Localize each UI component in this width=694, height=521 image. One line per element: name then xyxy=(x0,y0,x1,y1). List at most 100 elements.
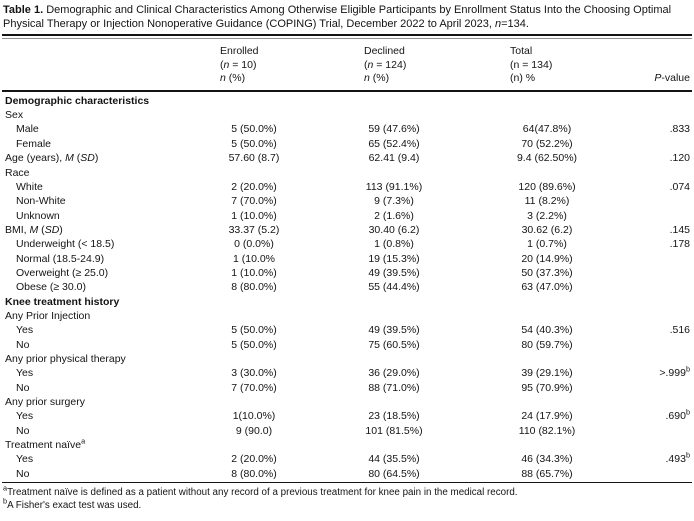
table-row: No 8 (80.0%) 80 (64.5%) 88 (65.7%) xyxy=(2,467,692,481)
table-row: Age (years), M (SD) 57.60 (8.7) 62.41 (9.4… xyxy=(2,151,692,165)
row-label: Yes xyxy=(16,410,34,423)
cell-total: 120 (89.6%) xyxy=(518,180,576,193)
cell-total: 11 (8.2%) xyxy=(524,195,570,208)
cell-total xyxy=(478,395,616,409)
cell-declined xyxy=(310,309,478,323)
cell-declined: 59 (47.6%) xyxy=(368,123,420,136)
table-title: Table 1. Demographic and Clinical Charac… xyxy=(3,4,692,31)
table-row: Overweight (≥ 25.0) 1 (10.0%) 49 (39.5%) 50… xyxy=(2,266,692,280)
cell-enrolled: 2 (20.0%) xyxy=(231,453,277,466)
cell-pvalue xyxy=(616,381,692,395)
cell-pvalue xyxy=(616,309,692,323)
cell-pvalue: .690b xyxy=(665,407,691,423)
cell-pvalue xyxy=(616,108,692,122)
header-rule xyxy=(2,89,692,92)
cell-pvalue xyxy=(616,209,692,223)
cell-total xyxy=(478,438,616,452)
row-label: Obese (≥ 30.0) xyxy=(16,281,86,294)
footnotes: aTreatment naïve is defined as a patient… xyxy=(3,485,692,512)
col-header-line: (n = 10) xyxy=(220,58,257,71)
cell-enrolled xyxy=(198,295,310,309)
row-label: Female xyxy=(16,137,52,150)
col-header-line: (n = 134) xyxy=(510,58,553,71)
cell-declined xyxy=(310,295,478,309)
footnote-b-marker: b xyxy=(3,496,8,506)
cell-pvalue: .516 xyxy=(669,324,690,337)
row-label: Overweight (≥ 25.0) xyxy=(16,266,109,279)
row-label: Any prior physical therapy xyxy=(5,352,126,365)
table-row: Any prior surgery xyxy=(2,395,692,409)
cell-enrolled: 5 (50.0%) xyxy=(231,123,277,136)
row-label: Non-White xyxy=(16,195,66,208)
cell-total: 46 (34.3%) xyxy=(521,453,573,466)
cell-declined: 2 (1.6%) xyxy=(374,209,414,222)
table-row: Unknown 1 (10.0%) 2 (1.6%) 3 (2.2%) xyxy=(2,209,692,223)
cell-total: 110 (82.1%) xyxy=(518,424,576,437)
cell-total: 54 (40.3%) xyxy=(521,324,573,337)
section-row: Knee treatment history xyxy=(2,295,692,309)
row-label: White xyxy=(16,180,43,193)
cell-total xyxy=(478,108,616,122)
table-header: Enrolled (n = 10) n (%) Declined (n = 124) n … xyxy=(2,39,692,90)
footnote-a-text: Treatment naïve is defined as a patient … xyxy=(7,487,518,499)
cell-enrolled: 3 (30.0%) xyxy=(231,367,277,380)
table-row: Sex xyxy=(2,108,692,122)
cell-enrolled: 33.37 (5.2) xyxy=(228,223,280,236)
cell-declined: 55 (44.4%) xyxy=(368,281,420,294)
cell-enrolled: 1 (10.0% xyxy=(232,252,276,265)
cell-total: 20 (14.9%) xyxy=(521,252,573,265)
cell-enrolled xyxy=(198,94,310,108)
table-row: Yes 3 (30.0%) 36 (29.0%) 39 (29.1%) >.999b xyxy=(2,366,692,380)
row-label: Knee treatment history xyxy=(5,295,120,308)
table-row: Yes 2 (20.0%) 44 (35.5%) 46 (34.3%) .493b xyxy=(2,452,692,466)
col-header-line: n (%) xyxy=(364,72,390,85)
row-label: No xyxy=(16,338,30,351)
cell-declined: 101 (81.5%) xyxy=(365,424,423,437)
footnote-b-text: A Fisher's exact test was used. xyxy=(7,499,142,511)
cell-declined xyxy=(310,438,478,452)
cell-declined: 62.41 (9.4) xyxy=(368,152,420,165)
title-n-value: =134. xyxy=(501,17,529,30)
cell-total xyxy=(478,352,616,366)
cell-declined: 23 (18.5%) xyxy=(368,410,420,423)
cell-declined: 9 (7.3%) xyxy=(374,195,414,208)
cell-declined: 30.40 (6.2) xyxy=(368,223,420,236)
row-label: Any Prior Injection xyxy=(5,309,91,322)
cell-enrolled: 1 (10.0%) xyxy=(231,266,277,279)
cell-enrolled xyxy=(198,108,310,122)
row-label: BMI, M (SD) xyxy=(5,223,63,236)
cell-declined xyxy=(310,94,478,108)
col-header-enrolled: Enrolled (n = 10) n (%) xyxy=(198,45,310,86)
cell-pvalue xyxy=(616,467,692,481)
row-label: Treatment naïvea xyxy=(5,436,86,452)
cell-pvalue xyxy=(616,94,692,108)
cell-enrolled: 8 (80.0%) xyxy=(231,281,277,294)
row-label: No xyxy=(16,467,30,480)
cell-enrolled: 2 (20.0%) xyxy=(231,180,277,193)
table-row: Underweight (< 18.5) 0 (0.0%) 1 (0.8%) 1 (0… xyxy=(2,237,692,251)
cell-declined: 113 (91.1%) xyxy=(365,180,423,193)
row-label: No xyxy=(16,381,30,394)
cell-total: 9.4 (62.50%) xyxy=(516,152,578,165)
cell-enrolled xyxy=(198,166,310,180)
cell-total xyxy=(478,166,616,180)
cell-total xyxy=(478,295,616,309)
cell-declined: 65 (52.4%) xyxy=(368,137,420,150)
cell-declined: 19 (15.3%) xyxy=(368,252,420,265)
cell-pvalue xyxy=(616,252,692,266)
row-label: Underweight (< 18.5) xyxy=(16,238,115,251)
cell-enrolled xyxy=(198,309,310,323)
cell-total: 1 (0.7%) xyxy=(527,238,567,251)
row-label: Normal (18.5-24.9) xyxy=(16,252,105,265)
cell-pvalue: .120 xyxy=(669,152,690,165)
cell-pvalue xyxy=(616,166,692,180)
cell-declined: 44 (35.5%) xyxy=(368,453,420,466)
table-row: BMI, M (SD) 33.37 (5.2) 30.40 (6.2) 30.62 (… xyxy=(2,223,692,237)
cell-total: 88 (65.7%) xyxy=(521,467,573,480)
table-row: Any Prior Injection xyxy=(2,309,692,323)
table-number: Table 1. xyxy=(3,4,44,16)
cell-pvalue xyxy=(616,266,692,280)
cell-total: 24 (17.9%) xyxy=(521,410,573,423)
cell-enrolled: 5 (50.0%) xyxy=(231,137,277,150)
